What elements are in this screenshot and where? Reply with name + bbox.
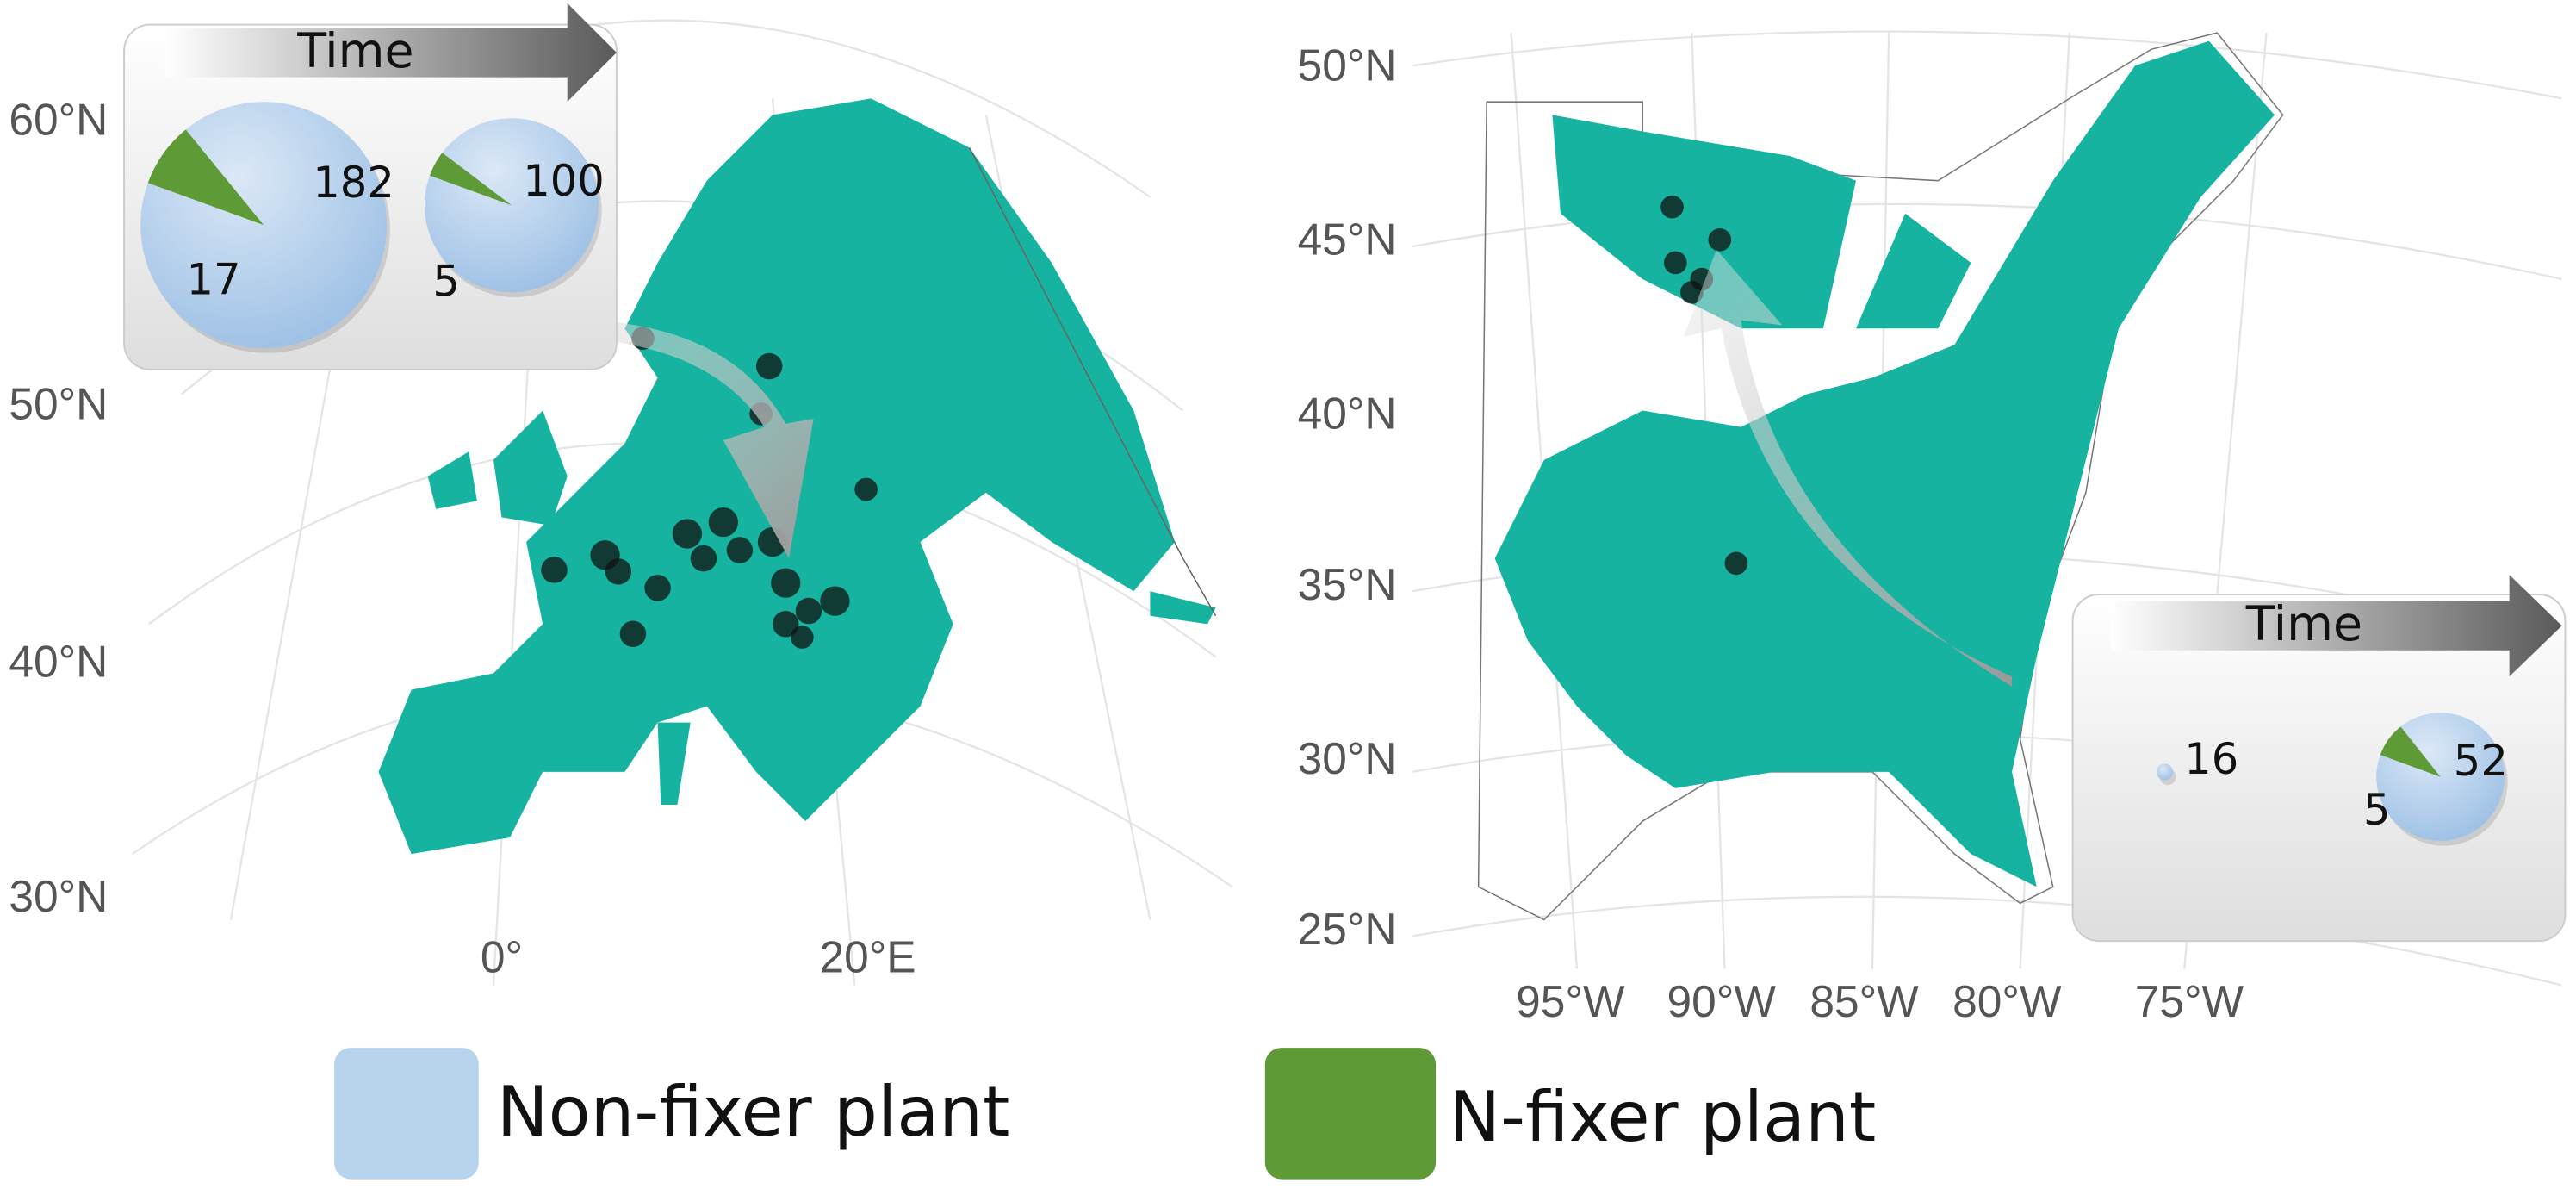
legend-swatch (334, 1048, 479, 1180)
lat-label: 30°N (9, 871, 108, 921)
pie-slice (140, 102, 388, 349)
lat-label: 50°N (1298, 40, 1397, 90)
pies (2156, 713, 2508, 846)
lon-label: 20°E (819, 932, 916, 982)
site (1660, 195, 1684, 219)
pie-slice (2380, 726, 2441, 777)
pies (140, 102, 602, 353)
site (854, 477, 878, 501)
pie-slice (2376, 713, 2505, 841)
arrow (543, 320, 814, 559)
legend-swatch (1264, 1048, 1437, 1180)
pie-slice (147, 129, 264, 226)
pie-label: 16 (2184, 734, 2238, 784)
site (708, 507, 738, 538)
legend: Non-fixer plant N-fixer plant (334, 1048, 1876, 1180)
site (795, 597, 822, 625)
site (605, 558, 632, 585)
site (1663, 251, 1687, 275)
site (1708, 227, 1732, 252)
site (771, 568, 801, 598)
lat-label: 45°N (1298, 215, 1397, 265)
lat-label: 30°N (1298, 733, 1397, 783)
inset-box (2071, 594, 2567, 943)
lon-label: 75°W (2135, 976, 2244, 1026)
lon-label: 80°W (1952, 976, 2062, 1026)
lon-label: 0° (481, 932, 523, 982)
lat-label: 25°N (1298, 904, 1397, 954)
site (690, 545, 717, 572)
lat-label: 40°N (1298, 389, 1397, 439)
site (1724, 551, 1748, 576)
lon-label: 85°W (1809, 976, 1919, 1026)
pie-label: 100 (523, 156, 605, 206)
site (755, 352, 783, 380)
site (772, 611, 799, 638)
inset-title: Time (2245, 597, 2362, 652)
pie-slice (2156, 763, 2173, 781)
time-arrow (2110, 575, 2562, 677)
north-america-map (1412, 30, 2562, 987)
site (726, 537, 754, 563)
site (790, 626, 814, 649)
site (820, 586, 850, 616)
pie-label: 182 (313, 158, 394, 208)
pie-label: 5 (2363, 785, 2391, 835)
inset-title: Time (296, 24, 413, 79)
lon-label: 90°W (1667, 976, 1777, 1026)
legend-label: Non-fixer plant (497, 1072, 1010, 1152)
site (672, 519, 703, 549)
pie-slice (424, 118, 599, 293)
lon-label: 95°W (1516, 976, 1625, 1026)
pie-slice (429, 153, 512, 206)
pie-label: 17 (187, 254, 241, 304)
north-america-inset: Time 16 52 5 (2071, 575, 2567, 943)
lat-label: 50°N (9, 378, 108, 428)
lat-label: 60°N (9, 95, 108, 145)
arrow (1683, 249, 2013, 687)
site (644, 575, 671, 601)
legend-label: N-fixer plant (1449, 1077, 1876, 1157)
pie-label: 5 (432, 256, 460, 306)
europe-inset: Time 182 17 100 5 (123, 3, 618, 370)
lat-label: 35°N (1298, 559, 1397, 609)
site (619, 620, 647, 647)
site (541, 557, 568, 583)
lat-label: 40°N (9, 637, 108, 687)
pie-label: 52 (2454, 736, 2508, 786)
